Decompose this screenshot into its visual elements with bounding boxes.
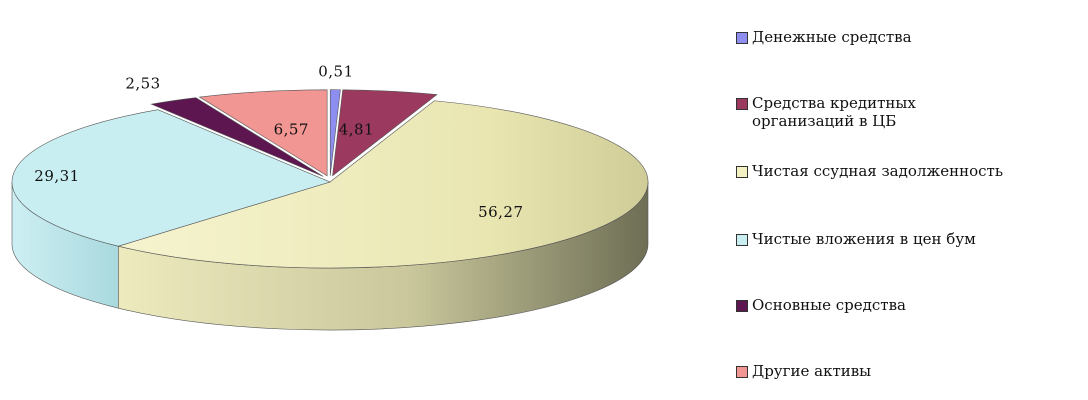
legend-swatch — [736, 98, 748, 110]
legend-item: Чистая ссудная задолженность — [736, 162, 1003, 180]
legend-label: Средства кредитных организаций в ЦБ — [752, 94, 916, 130]
pie-slice — [332, 89, 438, 177]
legend-swatch — [736, 300, 748, 312]
pie-slice — [11, 109, 331, 247]
legend-item: Чистые вложения в цен бум — [736, 230, 976, 248]
legend-label: Основные средства — [752, 296, 906, 314]
legend-swatch — [736, 32, 748, 44]
legend-item: Основные средства — [736, 296, 906, 314]
pie-slice — [150, 97, 324, 177]
legend-label: Другие активы — [752, 362, 872, 380]
pie-chart: 0,51 4,81 56,27 29,31 2,53 6,57 — [11, 62, 649, 331]
legend-label: Чистая ссудная задолженность — [752, 162, 1003, 180]
data-label: 4,81 — [339, 120, 374, 138]
data-label: 0,51 — [318, 62, 353, 80]
pie-slice — [198, 89, 328, 177]
legend-item: Другие активы — [736, 362, 871, 380]
data-label: 6,57 — [274, 121, 309, 139]
data-label: 29,31 — [34, 167, 79, 185]
legend-label: Денежные средства — [752, 28, 912, 46]
legend-swatch — [736, 166, 748, 178]
legend-item: Средства кредитных организаций в ЦБ — [736, 94, 916, 130]
legend: Денежные средства Средства кредитных орг… — [736, 0, 1086, 400]
data-label: 2,53 — [125, 75, 160, 93]
legend-item: Денежные средства — [736, 28, 912, 46]
data-label: 56,27 — [478, 203, 523, 221]
legend-swatch — [736, 234, 748, 246]
legend-label: Чистые вложения в цен бум — [752, 230, 976, 248]
pie-slice — [117, 100, 649, 269]
legend-swatch — [736, 366, 748, 378]
pie-slice — [329, 89, 341, 176]
